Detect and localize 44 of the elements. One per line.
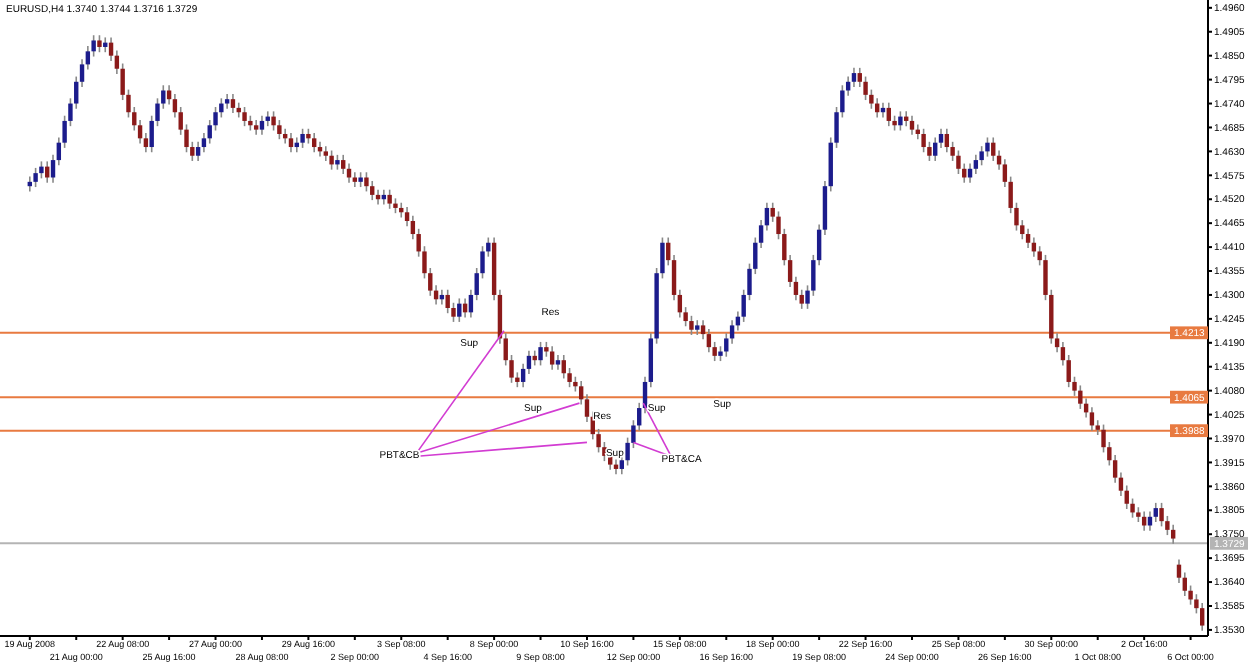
candlestick <box>312 132 317 154</box>
candlestick <box>341 154 346 175</box>
candlestick <box>898 110 903 132</box>
candlestick <box>1141 510 1147 532</box>
candlestick <box>1159 502 1164 528</box>
candlestick <box>33 167 38 188</box>
candlestick <box>457 297 462 323</box>
candlestick <box>886 101 891 127</box>
candlestick <box>230 93 236 114</box>
candlestick <box>863 75 868 101</box>
candlestick <box>1089 406 1095 432</box>
candlestick <box>956 149 961 175</box>
candlestick <box>1025 228 1031 249</box>
candlestick <box>991 136 996 162</box>
candlestick <box>944 127 950 154</box>
candlestick <box>706 328 712 354</box>
candlestick <box>933 136 938 162</box>
candlestick <box>909 114 915 136</box>
candlestick <box>1078 384 1083 410</box>
candlestick <box>288 132 294 154</box>
candlestick <box>364 171 369 193</box>
candlestick <box>1153 502 1158 523</box>
candlestick <box>549 345 555 371</box>
candlestick <box>329 149 334 171</box>
candlestick <box>985 136 990 158</box>
candlestick <box>271 110 276 132</box>
candlestick <box>561 354 566 380</box>
candlestick <box>195 141 201 162</box>
candlestick <box>851 67 857 88</box>
candlestick <box>445 288 450 315</box>
candlestick <box>277 119 282 141</box>
candlestick <box>370 180 375 201</box>
candlestick <box>973 154 979 175</box>
candlestick <box>300 127 305 149</box>
candlestick <box>259 114 265 136</box>
candlestick <box>538 341 543 367</box>
candlestick <box>1200 602 1205 632</box>
candlestick <box>387 188 392 210</box>
candlestick <box>1147 510 1153 532</box>
candlestick <box>1170 523 1176 545</box>
candlestick <box>921 127 926 154</box>
candlestick <box>242 106 247 127</box>
candlestick <box>689 315 694 336</box>
candlestick <box>979 145 984 167</box>
